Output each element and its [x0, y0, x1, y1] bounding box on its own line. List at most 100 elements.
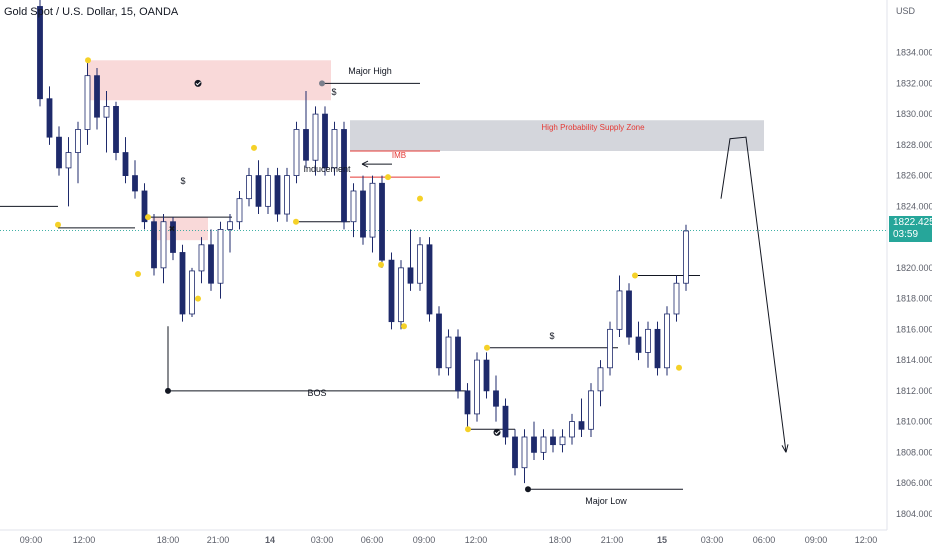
check-icon-mark — [195, 81, 201, 86]
candle-up — [673, 282, 680, 315]
y-axis-tick-label: 1816.000 — [896, 324, 932, 334]
candle-down — [255, 175, 262, 207]
candle-up — [246, 175, 252, 200]
candle-down — [322, 113, 328, 169]
candle-down — [407, 267, 414, 284]
check-icon-mark — [494, 430, 500, 435]
swing-point-marker — [85, 57, 91, 64]
candle-up — [84, 75, 91, 130]
label-high-probability-supply-zone: High Probability Supply Zone — [541, 123, 645, 132]
candle-up — [540, 436, 547, 453]
demand-zone-mid — [152, 217, 208, 241]
swing-point-marker — [135, 271, 141, 277]
candle-up — [293, 129, 300, 177]
candle-up — [103, 106, 110, 118]
candle-up — [559, 436, 566, 446]
candle-down — [341, 129, 347, 223]
candle-up — [616, 290, 623, 330]
swing-point-marker — [55, 221, 61, 228]
candle-up — [597, 367, 604, 392]
label-major-low: Major Low — [585, 496, 627, 506]
y-axis-tick-label: 1810.000 — [896, 417, 932, 427]
label-s2: $ — [180, 176, 185, 186]
x-axis-tick-label: 12:00 — [465, 535, 488, 545]
y-axis-tick-label: 1824.000 — [896, 201, 932, 211]
candle-down — [436, 313, 442, 369]
candle-down — [94, 75, 100, 118]
candle-down — [531, 436, 537, 453]
x-axis-tick-label: 06:00 — [361, 535, 384, 545]
label-bos: BOS — [307, 388, 326, 398]
swing-point-marker — [378, 261, 384, 268]
current-price-label: 1822.425 — [893, 217, 932, 228]
candle-down — [388, 259, 395, 323]
candle-up — [75, 129, 81, 153]
swing-point-marker — [525, 486, 531, 493]
swing-point-marker — [465, 426, 471, 433]
candle-down — [379, 182, 385, 261]
close-icon: ✖ — [169, 225, 176, 234]
candle-up — [398, 267, 404, 323]
candle-up — [236, 198, 243, 223]
x-axis-tick-label: 14 — [265, 535, 275, 545]
candle-up — [198, 244, 205, 272]
candle-up — [160, 221, 167, 269]
candle-up — [474, 359, 480, 415]
candle-up — [65, 152, 72, 169]
y-axis-tick-label: 1806.000 — [896, 478, 932, 488]
candle-down — [635, 336, 642, 353]
y-axis-tick-label: 1814.000 — [896, 355, 932, 365]
candle-up — [445, 336, 452, 369]
swing-point-marker — [195, 295, 201, 302]
candle-down — [132, 175, 138, 192]
candle-up — [227, 221, 233, 230]
x-axis-tick-label: 12:00 — [73, 535, 96, 545]
candle-down — [360, 190, 366, 238]
candle-down — [493, 390, 499, 407]
candle-up — [588, 390, 594, 430]
demand-zone-top — [88, 60, 331, 101]
candle-down — [626, 290, 632, 338]
candle-up — [683, 230, 689, 284]
candle-down — [303, 129, 309, 161]
current-price-tag: 1822.425 03:59 — [889, 216, 932, 242]
x-axis-tick-label: 09:00 — [20, 535, 43, 545]
swing-point-marker — [632, 272, 638, 279]
candle-up — [350, 190, 357, 223]
swing-point-marker — [293, 218, 299, 225]
candle-down — [464, 390, 471, 415]
candle-down — [274, 175, 281, 215]
candle-down — [483, 359, 490, 392]
swing-point-marker — [145, 214, 151, 221]
candle-down — [455, 336, 461, 392]
candle-up — [521, 436, 528, 469]
candle-up — [645, 328, 651, 353]
label-s1: $ — [331, 87, 336, 97]
y-axis-tick-label: 1820.000 — [896, 263, 932, 273]
x-axis-tick-label: 06:00 — [753, 535, 776, 545]
candle-down — [113, 106, 119, 153]
candle-down — [578, 421, 585, 430]
imb-arrow-head — [361, 160, 369, 168]
candle-up — [569, 421, 575, 438]
candle-down — [426, 244, 433, 315]
projection-arrow-head — [781, 444, 789, 453]
candle-down — [141, 190, 148, 223]
label-imb: IMB — [392, 151, 406, 160]
candle-down — [502, 405, 509, 438]
candle-down — [170, 221, 176, 253]
x-axis-tick-label: 09:00 — [413, 535, 436, 545]
swing-point-marker — [319, 80, 325, 87]
candle-down — [151, 221, 157, 269]
swing-point-marker — [417, 195, 423, 202]
swing-point-marker — [165, 387, 171, 394]
y-axis-tick-label: 1804.000 — [896, 509, 932, 519]
projection-path — [720, 136, 787, 453]
x-axis-tick-label: 12:00 — [855, 535, 878, 545]
check-icon — [194, 79, 202, 87]
y-axis-tick-label: 1818.000 — [896, 294, 932, 304]
candle-up — [607, 328, 613, 369]
x-axis-tick-label: 21:00 — [207, 535, 230, 545]
